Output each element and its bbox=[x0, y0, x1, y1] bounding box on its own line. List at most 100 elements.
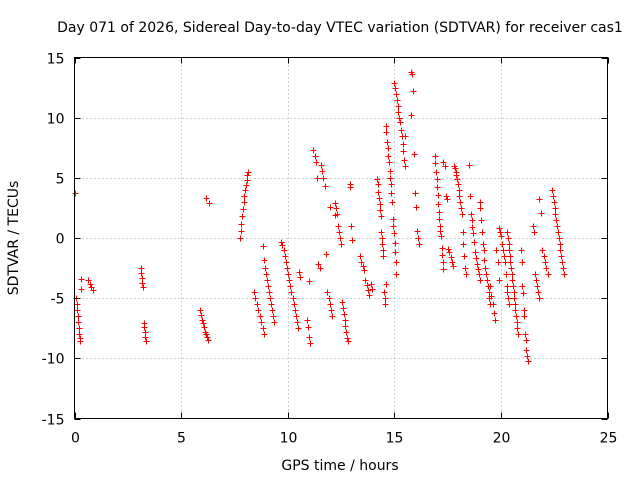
data-point bbox=[269, 307, 276, 314]
data-point bbox=[479, 229, 486, 236]
data-point bbox=[378, 213, 385, 220]
data-point bbox=[328, 307, 335, 314]
data-point bbox=[490, 301, 497, 308]
data-point bbox=[496, 277, 503, 284]
data-point bbox=[203, 331, 210, 338]
data-point bbox=[536, 196, 543, 203]
data-point bbox=[238, 221, 245, 228]
data-point bbox=[481, 247, 488, 254]
data-point bbox=[395, 103, 402, 110]
data-point bbox=[535, 289, 542, 296]
data-point bbox=[138, 270, 145, 277]
data-point bbox=[513, 313, 520, 320]
data-point bbox=[377, 201, 384, 208]
data-point bbox=[560, 265, 567, 272]
data-point bbox=[385, 153, 392, 160]
data-point bbox=[383, 281, 390, 288]
data-point bbox=[283, 259, 290, 266]
data-point bbox=[446, 249, 453, 256]
data-point bbox=[524, 353, 531, 360]
data-point bbox=[206, 200, 213, 207]
data-point bbox=[473, 255, 480, 262]
data-point bbox=[401, 157, 408, 164]
data-point bbox=[348, 223, 355, 230]
data-point bbox=[456, 187, 463, 194]
data-point bbox=[291, 301, 298, 308]
data-point bbox=[360, 263, 367, 270]
data-point bbox=[305, 324, 312, 331]
data-point bbox=[461, 253, 468, 260]
data-point bbox=[519, 283, 526, 290]
data-point bbox=[380, 247, 387, 254]
data-point bbox=[198, 312, 205, 319]
data-point bbox=[255, 307, 262, 314]
data-point bbox=[477, 199, 484, 206]
data-point bbox=[251, 289, 258, 296]
data-point bbox=[329, 313, 336, 320]
data-point bbox=[472, 249, 479, 256]
data-point bbox=[241, 199, 248, 206]
data-point bbox=[523, 347, 530, 354]
data-point bbox=[432, 153, 439, 160]
data-point bbox=[436, 216, 443, 223]
data-point bbox=[379, 235, 386, 242]
data-point bbox=[530, 223, 537, 230]
x-axis-label: GPS time / hours bbox=[281, 458, 398, 474]
data-point bbox=[237, 235, 244, 242]
data-point bbox=[327, 204, 334, 211]
data-point bbox=[455, 181, 462, 188]
chart-title: Day 071 of 2026, Sidereal Day-to-day VTE… bbox=[57, 20, 623, 36]
data-point bbox=[384, 139, 391, 146]
data-point bbox=[375, 189, 382, 196]
data-point bbox=[244, 172, 251, 179]
data-point bbox=[339, 299, 346, 306]
data-point bbox=[304, 317, 311, 324]
data-point bbox=[443, 193, 450, 200]
data-point bbox=[557, 247, 564, 254]
data-point bbox=[552, 205, 559, 212]
data-point bbox=[377, 207, 384, 214]
data-point bbox=[200, 320, 207, 327]
data-point bbox=[386, 159, 393, 166]
data-point bbox=[357, 253, 364, 260]
data-point bbox=[395, 109, 402, 116]
data-point bbox=[318, 162, 325, 169]
data-point bbox=[205, 337, 212, 344]
data-point bbox=[261, 331, 268, 338]
data-point bbox=[75, 319, 82, 326]
data-point bbox=[408, 112, 415, 119]
data-point bbox=[378, 229, 385, 236]
x-tick-label: 25 bbox=[600, 431, 618, 447]
data-point bbox=[380, 253, 387, 260]
data-point bbox=[491, 310, 498, 317]
data-point bbox=[366, 292, 373, 299]
data-point bbox=[440, 259, 447, 266]
data-point bbox=[257, 313, 264, 320]
data-point bbox=[539, 247, 546, 254]
data-point bbox=[436, 209, 443, 216]
data-point bbox=[509, 271, 516, 278]
data-point bbox=[383, 123, 390, 130]
data-point bbox=[297, 274, 304, 281]
data-point bbox=[450, 263, 457, 270]
data-point bbox=[391, 230, 398, 237]
data-point bbox=[392, 240, 399, 247]
data-point bbox=[512, 307, 519, 314]
data-point bbox=[533, 277, 540, 284]
data-point bbox=[551, 199, 558, 206]
data-point bbox=[459, 211, 466, 218]
data-point bbox=[394, 97, 401, 104]
data-point bbox=[278, 239, 285, 246]
data-point bbox=[286, 277, 293, 284]
data-point bbox=[515, 331, 522, 338]
data-point bbox=[335, 223, 342, 230]
data-point bbox=[392, 249, 399, 256]
data-point bbox=[238, 228, 245, 235]
data-point bbox=[495, 259, 502, 266]
y-tick-label: 0 bbox=[56, 232, 65, 248]
data-point bbox=[477, 205, 484, 212]
data-point bbox=[383, 129, 390, 136]
data-point bbox=[387, 168, 394, 175]
data-point bbox=[294, 319, 301, 326]
